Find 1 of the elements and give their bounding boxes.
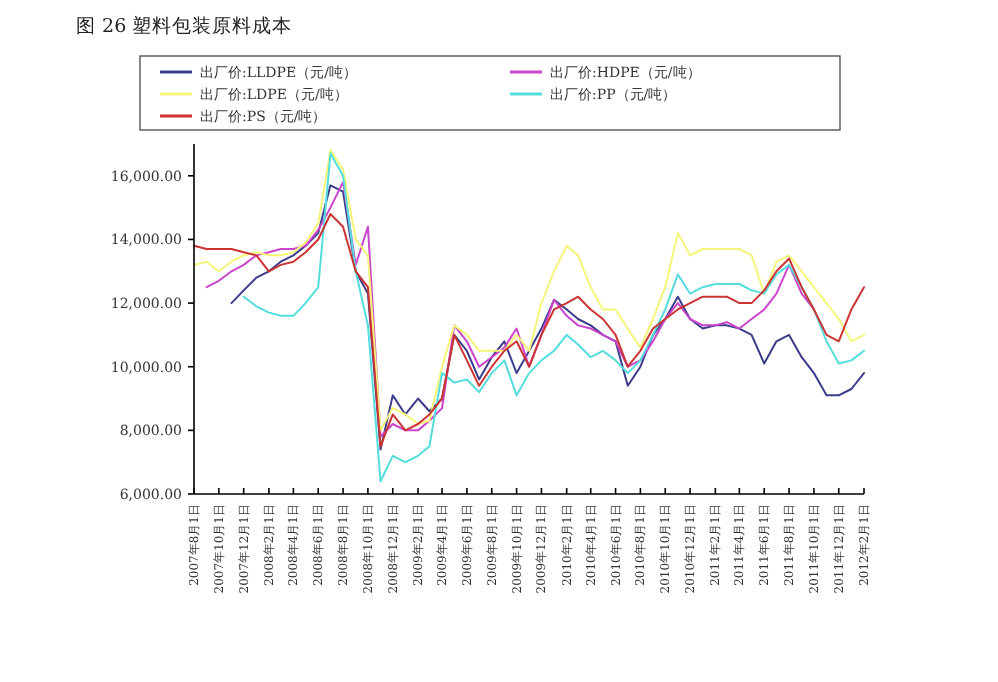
- chart-title: 图 26 塑料包装原料成本: [76, 14, 293, 38]
